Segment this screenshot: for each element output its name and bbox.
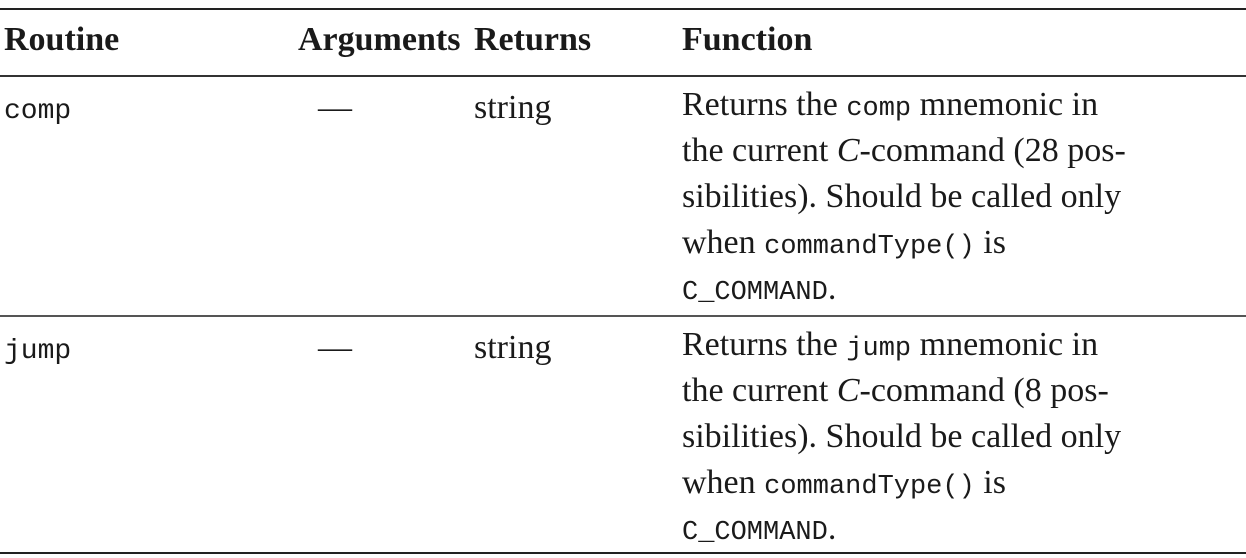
code-text: C_COMMAND [682,278,828,308]
arguments-value: — [318,89,352,126]
header-function: Function [682,21,813,58]
routine-name: jump [4,336,72,367]
routine-name: comp [4,96,72,127]
header-returns: Returns [474,21,592,58]
row-divider [0,315,1246,317]
code-text: jump [846,334,912,364]
description-line: Returns the jump mnemonic in [682,326,1099,364]
returns-value: string [474,329,552,366]
header-arguments: Arguments [298,21,461,58]
description-line: when commandType() is [682,224,1006,262]
description-line: C_COMMAND. [682,510,837,548]
description-line: sibilities). Should be called only [682,418,1122,455]
code-text: C_COMMAND [682,518,828,548]
header-rule [0,75,1246,77]
description-line: sibilities). Should be called only [682,178,1122,215]
function-description: Returns the jump mnemonic in the current… [682,322,1242,552]
code-text: comp [846,94,912,124]
function-description: Returns the comp mnemonic in the current… [682,82,1242,312]
header-routine: Routine [4,21,120,58]
code-text: commandType() [764,232,975,262]
table-top-rule [0,8,1246,10]
description-line: C_COMMAND. [682,270,837,308]
returns-value: string [474,89,552,126]
table-bottom-rule [0,552,1246,554]
description-line: Returns the comp mnemonic in [682,86,1099,124]
description-line: the current C-command (28 pos- [682,132,1126,169]
arguments-value: — [318,329,352,366]
code-text: commandType() [764,472,975,502]
description-line: when commandType() is [682,464,1006,502]
description-line: the current C-command (8 pos- [682,372,1109,409]
